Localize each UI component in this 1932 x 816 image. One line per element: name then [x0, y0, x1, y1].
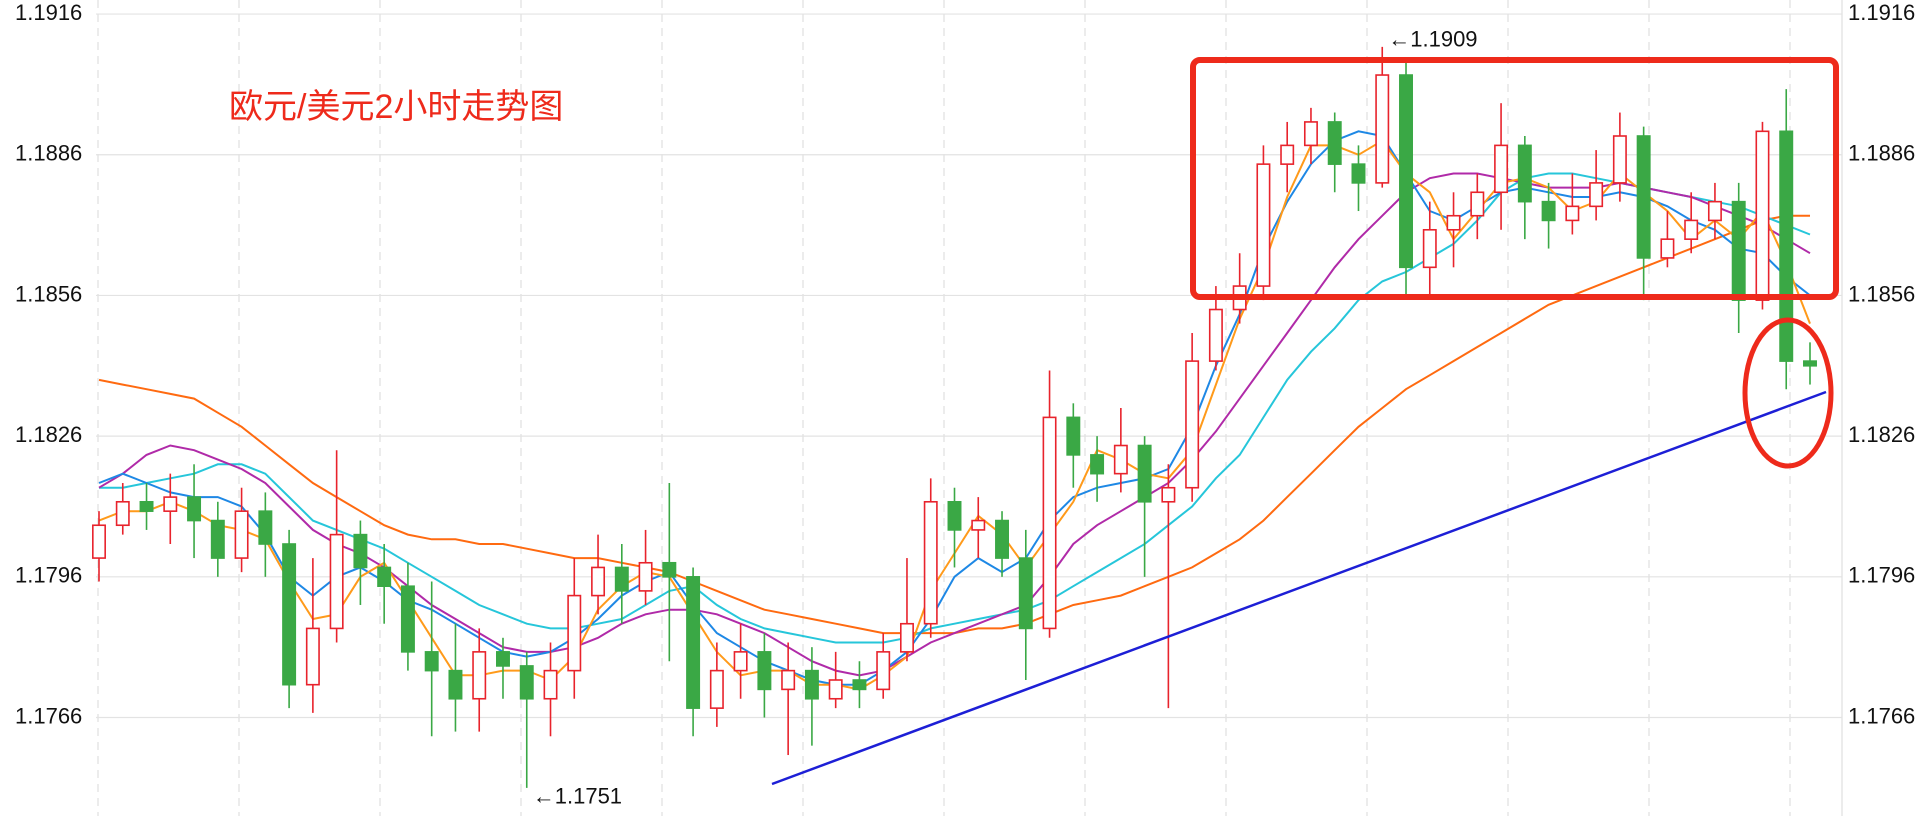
candle-body [1137, 444, 1152, 503]
y-tick-label: 1.1916 [15, 0, 82, 25]
candle-body [781, 669, 796, 691]
candle-body [424, 651, 439, 672]
y2-tick-label: 1.1856 [1848, 281, 1915, 306]
candle-body [1185, 360, 1200, 489]
candle-body [163, 496, 178, 512]
y-tick-label: 1.1856 [15, 281, 82, 306]
candle-body [1494, 144, 1509, 194]
annotation: ←1.1751 [533, 784, 622, 809]
candle-body [1256, 163, 1271, 287]
ma-line [99, 172, 1811, 644]
candle-body [1351, 163, 1366, 184]
candle-body [1018, 557, 1033, 630]
candle-body [1422, 228, 1437, 269]
candle-body [804, 669, 819, 700]
candle-body [400, 585, 415, 653]
candle-body [686, 576, 701, 709]
candle-body [947, 500, 962, 531]
y-tick-label: 1.1826 [15, 422, 82, 447]
candle-body [258, 510, 273, 545]
y2-tick-label: 1.1766 [1848, 703, 1915, 728]
candle-body [567, 594, 582, 672]
candle-body [1779, 130, 1794, 362]
candle-body [519, 665, 534, 700]
candle-body [1470, 191, 1485, 217]
candle-body [733, 651, 748, 672]
candle-body [591, 566, 606, 597]
candle-body [1636, 135, 1651, 259]
highlight-box [1190, 57, 1839, 300]
candle-body [1161, 486, 1176, 503]
trend-line [771, 390, 1827, 786]
candle-body [899, 622, 914, 653]
candle-body [1803, 360, 1817, 367]
candle-body [1327, 121, 1342, 165]
candle-body [329, 533, 344, 630]
candle-body [543, 669, 558, 700]
chart-title: 欧元/美元2小时走势图 [229, 88, 563, 126]
y2-tick-label: 1.1916 [1848, 0, 1915, 25]
candle-body [1399, 74, 1413, 269]
candle-body [995, 519, 1010, 559]
candle-body [472, 651, 487, 700]
candle-body [1208, 308, 1223, 362]
candle-body [1755, 130, 1770, 301]
candle-body [1303, 121, 1318, 147]
candle-body [923, 500, 938, 625]
ma-line [98, 172, 1811, 677]
candle-body [1446, 214, 1461, 231]
y2-tick-label: 1.1886 [1848, 141, 1915, 166]
candle-body [1660, 238, 1675, 259]
candle-body [1090, 454, 1105, 475]
candle-body [1066, 416, 1081, 456]
candle-body [353, 533, 368, 569]
candle-body [971, 519, 986, 531]
y-tick-label: 1.1796 [15, 563, 82, 588]
candle-body [614, 566, 629, 592]
candle-body [662, 561, 677, 578]
candle-body [448, 669, 463, 700]
y2-tick-label: 1.1826 [1848, 422, 1915, 447]
candle-body [282, 543, 297, 686]
candle-body [210, 519, 225, 559]
candle-body [1612, 135, 1627, 184]
ma-line [98, 139, 1811, 691]
candle-body [1565, 205, 1580, 222]
candle-body [852, 679, 867, 691]
labels: 1.1766 1.1766 1.1796 1.1796 1.1826 1.1826 1.18… [15, 0, 1915, 809]
candle-body [638, 561, 653, 592]
candles [92, 46, 1817, 788]
y-tick-label: 1.1766 [15, 703, 82, 728]
candle-body [1517, 144, 1532, 203]
candle-body [496, 651, 510, 667]
candle-body [1707, 200, 1722, 222]
candle-body [92, 524, 106, 559]
candle-body [1589, 182, 1604, 208]
ma-line [98, 214, 1810, 635]
candle-body [1280, 144, 1295, 165]
candle-body [377, 566, 392, 588]
candle-body [234, 510, 249, 559]
highlight-ellipse [1742, 317, 1834, 469]
candle-body [1113, 444, 1128, 475]
candle-body [115, 500, 130, 527]
candle-body [1541, 200, 1556, 222]
candle-body [828, 679, 843, 700]
candle-body [757, 651, 772, 691]
y-tick-label: 1.1886 [15, 141, 82, 166]
candle-body [139, 500, 154, 512]
candle-body [1042, 416, 1057, 630]
candle-body [1731, 200, 1746, 301]
annotation: ←1.1909 [1388, 27, 1477, 52]
y2-tick-label: 1.1796 [1848, 563, 1915, 588]
candle-body [1684, 219, 1699, 240]
candle-body [1375, 74, 1390, 184]
candle-body [187, 496, 202, 522]
candle-body [876, 651, 891, 691]
candle-body [709, 669, 724, 709]
candle-body [305, 627, 320, 686]
